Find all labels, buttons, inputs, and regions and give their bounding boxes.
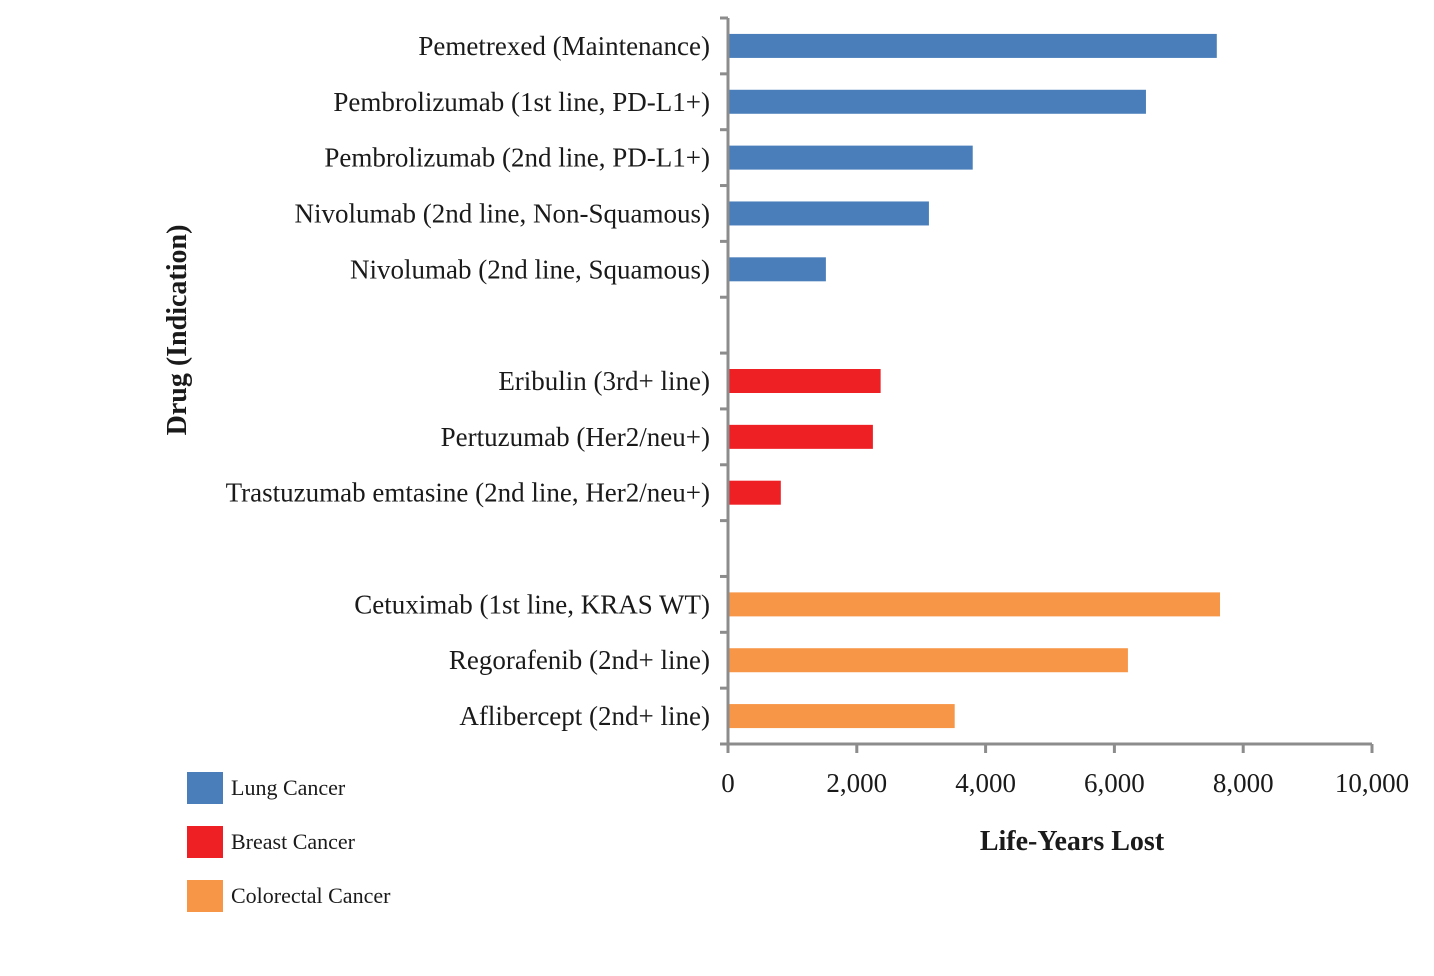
x-tick-label: 2,000 (826, 768, 887, 798)
legend-item-breast: Breast Cancer (187, 824, 390, 860)
x-axis-title: Life-Years Lost (980, 826, 1165, 857)
category-labels: Pemetrexed (Maintenance) Pembrolizumab (1… (226, 31, 710, 731)
category-label: Eribulin (3rd+ line) (498, 366, 710, 396)
x-tick-label: 0 (721, 768, 735, 798)
axes (720, 16, 1374, 753)
bar-pemetrexed-maintenance (729, 33, 1217, 58)
category-label: Trastuzumab emtasine (2nd line, Her2/neu… (226, 478, 710, 508)
category-label: Regorafenib (2nd+ line) (449, 645, 710, 675)
category-label: Cetuximab (1st line, KRAS WT) (354, 589, 710, 619)
legend-label-breast: Breast Cancer (231, 829, 355, 854)
category-label: Pembrolizumab (1st line, PD-L1+) (333, 87, 710, 117)
legend-swatch-breast (187, 826, 223, 858)
x-tick-label: 6,000 (1084, 768, 1145, 798)
legend-label-lung: Lung Cancer (231, 775, 346, 800)
legend-label-colorectal: Colorectal Cancer (231, 883, 391, 908)
y-axis-title: Drug (Indication) (162, 225, 193, 436)
bar-regorafenib-2nd-line (729, 648, 1128, 673)
legend-item-colorectal: Colorectal Cancer (187, 878, 390, 914)
x-tick-label: 8,000 (1213, 768, 1274, 798)
x-tick-labels: 0 2,000 4,000 6,000 8,000 10,000 (721, 768, 1409, 798)
category-label: Pemetrexed (Maintenance) (418, 31, 710, 61)
category-label: Nivolumab (2nd line, Squamous) (350, 254, 710, 284)
bar-pembrolizumab-1st-line-pd-l1 (729, 89, 1146, 114)
bar-pembrolizumab-2nd-line-pd-l1 (729, 145, 973, 170)
legend: Lung Cancer Breast Cancer Colorectal Can… (187, 770, 390, 932)
legend-swatch-colorectal (187, 880, 223, 912)
category-label: Nivolumab (2nd line, Non-Squamous) (295, 198, 710, 228)
legend-item-lung: Lung Cancer (187, 770, 390, 806)
bar-aflibercept-2nd-line (729, 704, 955, 729)
bar-nivolumab-2nd-line-non-squamous (729, 201, 929, 226)
bar-eribulin-3rd-line (729, 369, 881, 393)
x-tick-label: 10,000 (1335, 768, 1409, 798)
category-label: Pertuzumab (Her2/neu+) (441, 422, 710, 452)
bar-cetuximab-1st-line-kras-wt (729, 592, 1221, 617)
bar-pertuzumab-her2-neu (729, 424, 873, 449)
bar-trastuzumab-emtasine-2nd-line-her2-neu (729, 480, 781, 505)
bar-nivolumab-2nd-line-squamous (729, 257, 826, 282)
category-label: Aflibercept (2nd+ line) (459, 701, 710, 731)
x-tick-label: 4,000 (955, 768, 1016, 798)
bars-group (729, 33, 1221, 729)
category-label: Pembrolizumab (2nd line, PD-L1+) (324, 143, 710, 173)
legend-swatch-lung (187, 772, 223, 804)
